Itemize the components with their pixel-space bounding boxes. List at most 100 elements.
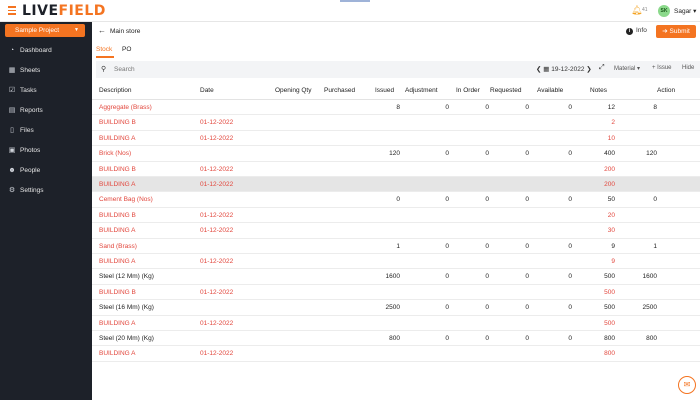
notification-count: 41 <box>642 7 648 13</box>
material-dropdown[interactable]: Material ▾ <box>614 66 641 72</box>
tab-stock[interactable]: Stock <box>96 46 113 53</box>
sidebar-item-people[interactable]: ☻ People <box>8 165 40 177</box>
settings-icon: ⚙ <box>8 187 16 194</box>
bell-icon[interactable]: 🔔︎ <box>631 5 643 15</box>
cell-description: BUILDING A <box>99 258 136 265</box>
cell-date: 01-12-2022 <box>200 181 234 188</box>
add-issue-button[interactable]: + Issue <box>652 65 672 71</box>
current-date[interactable]: 19-12-2022 <box>551 66 585 73</box>
hide-button[interactable]: Hide <box>682 65 695 71</box>
calendar-icon[interactable]: ▦ <box>543 66 550 73</box>
table-row[interactable]: BUILDING A 01-12-2022 9 <box>92 254 700 270</box>
cell-requested: 500 <box>604 304 615 312</box>
date-prev-button[interactable]: ❮ <box>536 66 542 73</box>
table-row[interactable]: BUILDING A 01-12-2022 30 <box>92 223 700 239</box>
col-date[interactable]: Date <box>200 87 214 94</box>
table-row[interactable]: Steel (20 Mm) (Kg) 800 0 0 0 0 800 800 <box>92 331 700 347</box>
sidebar-item-files[interactable]: ▯ Files <box>8 125 34 137</box>
cell-adjustment: 0 <box>525 242 529 250</box>
table-row[interactable]: Steel (16 Mm) (Kg) 2500 0 0 0 0 500 2500 <box>92 300 700 316</box>
table-row[interactable]: BUILDING A 01-12-2022 10 <box>92 131 700 147</box>
table-row[interactable]: BUILDING B 01-12-2022 2 <box>92 115 700 131</box>
table-row[interactable]: BUILDING B 01-12-2022 200 <box>92 162 700 177</box>
page-title: Main store <box>110 28 141 35</box>
col-issued[interactable]: Issued <box>375 87 395 94</box>
sidebar-item-sheets[interactable]: ▦ Sheets <box>8 65 41 77</box>
cell-requested: 200 <box>604 165 615 173</box>
cell-purchased: 0 <box>445 335 449 342</box>
tab-po[interactable]: PO <box>122 46 132 53</box>
cell-issued: 0 <box>485 242 489 250</box>
cell-purchased: 0 <box>445 196 449 204</box>
top-bar: LIVEFIELD 🔔︎ 41 SK Sagar ▾ <box>0 0 700 22</box>
submit-button[interactable]: ➔ Submit <box>656 25 696 38</box>
cell-opening: 2500 <box>385 304 400 312</box>
sheets-icon: ▦ <box>8 67 16 74</box>
sidebar-item-settings[interactable]: ⚙ Settings <box>8 185 44 197</box>
search-input[interactable] <box>114 64 264 75</box>
col-description[interactable]: Description <box>99 87 132 94</box>
tasks-icon: ☑ <box>8 87 16 94</box>
reports-icon: ▤ <box>8 107 16 114</box>
cell-opening: 1600 <box>385 273 400 281</box>
col-adjustment[interactable]: Adjustment <box>405 87 438 94</box>
cell-inorder: 0 <box>568 196 572 204</box>
table-row[interactable]: Cement Bag (Nos) 0 0 0 0 0 50 0 <box>92 192 700 208</box>
cell-description: Aggregate (Brass) <box>99 104 152 111</box>
table-row[interactable]: Sand (Brass) 1 0 0 0 0 9 1 <box>92 239 700 254</box>
col-purchased[interactable]: Purchased <box>324 87 356 94</box>
cell-requested: 9 <box>611 258 615 265</box>
toolbar: ⚲ ❮ ▦ 19-12-2022 ❯ ⤢ Material ▾ + Issue … <box>96 61 700 78</box>
col-notes[interactable]: Notes <box>590 87 607 94</box>
sidebar-item-reports[interactable]: ▤ Reports <box>8 105 43 117</box>
user-menu[interactable]: Sagar ▾ <box>674 8 697 15</box>
cell-description: BUILDING A <box>99 227 136 235</box>
cell-opening: 1 <box>396 242 400 250</box>
search-icon: ⚲ <box>101 66 107 73</box>
cell-date: 01-12-2022 <box>200 258 234 265</box>
col-in-order[interactable]: In Order <box>456 87 480 94</box>
project-selector[interactable]: Sample Project ▼ <box>5 24 85 37</box>
collapse-icon[interactable]: ⤢ <box>599 64 605 71</box>
cell-issued: 0 <box>485 104 489 111</box>
avatar[interactable]: SK <box>658 5 670 17</box>
cell-date: 01-12-2022 <box>200 119 234 127</box>
table-row[interactable]: BUILDING A 01-12-2022 800 <box>92 346 700 362</box>
table-row[interactable]: Aggregate (Brass) 8 0 0 0 0 12 8 <box>92 100 700 116</box>
info-icon: i <box>626 28 633 35</box>
table-row[interactable]: Steel (12 Mm) (Kg) 1600 0 0 0 0 500 1600 <box>92 269 700 285</box>
cell-issued: 0 <box>485 150 489 158</box>
sidebar-item-dashboard[interactable]: ◔ Dashboard <box>8 45 52 57</box>
app-logo[interactable]: LIVEFIELD <box>22 3 106 19</box>
cell-date: 01-12-2022 <box>200 350 234 358</box>
col-available[interactable]: Available <box>537 87 564 94</box>
cell-requested: 10 <box>607 134 615 142</box>
col-requested[interactable]: Requested <box>490 87 522 94</box>
top-divider <box>340 0 370 2</box>
cell-purchased: 0 <box>445 273 449 281</box>
cell-requested: 12 <box>607 104 615 111</box>
date-next-button[interactable]: ❯ <box>586 66 592 73</box>
cell-requested: 50 <box>607 196 615 204</box>
hamburger-menu-icon[interactable] <box>8 6 16 15</box>
col-opening-qty[interactable]: Opening Qty <box>275 87 312 94</box>
chevron-down-icon: ▼ <box>74 27 79 33</box>
table-row[interactable]: BUILDING B 01-12-2022 500 <box>92 285 700 301</box>
table-row[interactable]: Brick (Nos) 120 0 0 0 0 400 120 <box>92 146 700 162</box>
table-row[interactable]: BUILDING A 01-12-2022 200 <box>92 177 700 193</box>
sidebar: Sample Project ▼ ◔ Dashboard ▦ Sheets ☑ Tas… <box>0 22 92 400</box>
back-arrow-icon[interactable]: ← <box>98 26 106 35</box>
cell-opening: 120 <box>389 150 400 158</box>
cell-issued: 0 <box>485 304 489 312</box>
project-name: Sample Project <box>15 27 60 34</box>
cell-issued: 0 <box>485 196 489 204</box>
table-row[interactable]: BUILDING B 01-12-2022 20 <box>92 208 700 224</box>
chat-icon[interactable]: ✉ <box>678 376 696 394</box>
col-action[interactable]: Action <box>657 87 676 94</box>
cell-requested: 2 <box>611 119 615 127</box>
info-button[interactable]: i Info <box>626 27 647 35</box>
sidebar-item-tasks[interactable]: ☑ Tasks <box>8 85 37 97</box>
sidebar-item-photos[interactable]: ▣ Photos <box>8 145 41 157</box>
table-row[interactable]: BUILDING A 01-12-2022 500 <box>92 316 700 331</box>
cell-inorder: 0 <box>568 150 572 158</box>
